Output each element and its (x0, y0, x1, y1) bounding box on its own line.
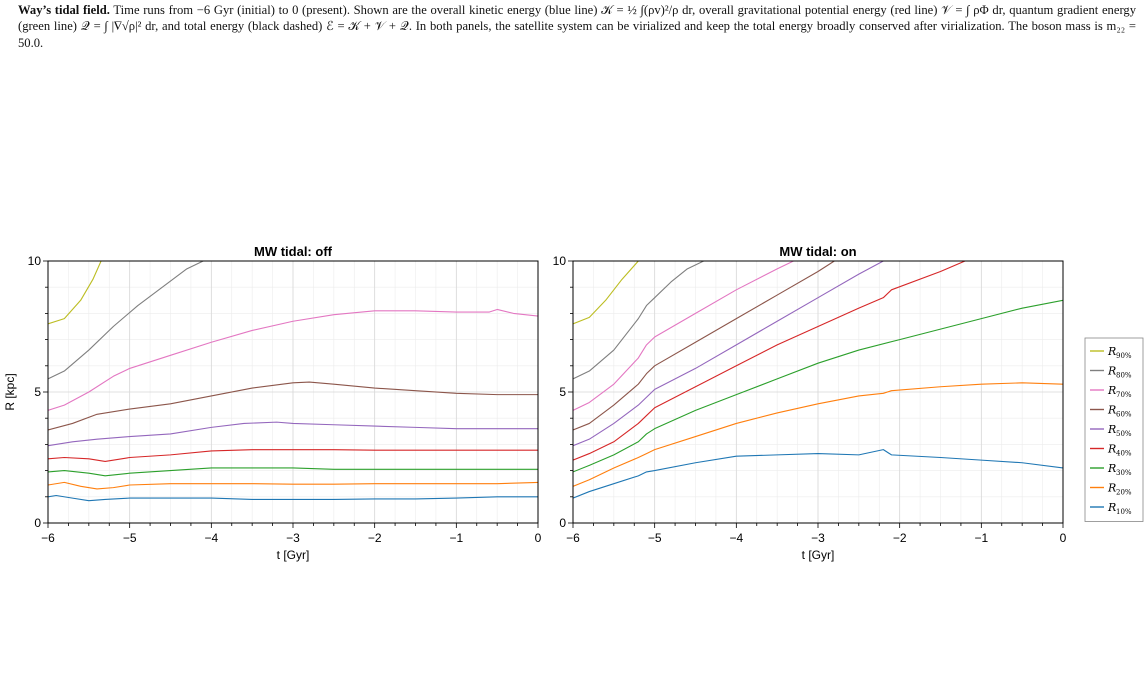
legend-label: R (1107, 482, 1116, 495)
x-tick-label: −4 (204, 531, 218, 545)
legend-label-subscript: 60% (1116, 411, 1132, 419)
figure-caption: Way’s tidal field. Time runs from −6 Gyr… (18, 2, 1136, 51)
y-tick-label: 5 (559, 385, 566, 399)
caption-lead: Way’s tidal field. (18, 3, 110, 17)
legend-label: R (1107, 365, 1116, 378)
legend-label-subscript: 30% (1116, 469, 1132, 477)
series-line-r90 (573, 261, 639, 325)
legend-label: R (1107, 501, 1116, 514)
series-group (48, 261, 538, 502)
chart-panel-2: −6 −5 −4 −3 −2 −1 0 0 5 10 MW tidal: on t [Gyr] (553, 244, 1067, 562)
caption-body: Time runs from −6 Gyr (initial) to 0 (pr… (18, 3, 1137, 50)
y-tick-label: 10 (28, 254, 42, 268)
x-tick-label: −3 (286, 531, 300, 545)
series-group (573, 261, 1063, 499)
x-tick-label: −5 (648, 531, 662, 545)
x-tick-label: −1 (449, 531, 463, 545)
y-tick-label: 0 (559, 516, 566, 530)
legend-label-subscript: 50% (1116, 430, 1132, 438)
x-tick-label: −2 (368, 531, 382, 545)
x-tick-label: −4 (729, 531, 743, 545)
x-tick-label: 0 (535, 531, 542, 545)
legend-label-subscript: 90% (1116, 352, 1132, 360)
series-line-r70 (48, 308, 538, 411)
series-line-r10 (573, 449, 1063, 499)
series-line-r60 (48, 381, 538, 431)
series-line-r60 (573, 261, 835, 431)
legend-box (1084, 337, 1144, 522)
series-line-r20 (573, 382, 1063, 487)
y-tick-label: 0 (34, 516, 41, 530)
x-tick-label: −2 (893, 531, 907, 545)
legend-entry-r70: R 70% (1090, 384, 1132, 399)
y-axis-label: R [kpc] (3, 373, 17, 410)
series-line-r80 (573, 261, 705, 380)
series-line-r10 (48, 494, 538, 502)
legend-entry-r10: R 10% (1090, 501, 1132, 516)
legend-label: R (1107, 462, 1116, 475)
legend-label: R (1107, 404, 1116, 417)
x-tick-label: −1 (974, 531, 988, 545)
legend-label-subscript: 40% (1116, 450, 1132, 458)
series-line-r40 (573, 261, 966, 461)
series-line-r40 (48, 449, 538, 462)
legend-entry-r50: R 50% (1090, 423, 1132, 438)
series-line-r30 (573, 299, 1063, 473)
legend-entry-r60: R 60% (1090, 404, 1132, 419)
x-axis-label: t [Gyr] (277, 548, 310, 562)
legend-entry-r30: R 30% (1090, 462, 1132, 477)
legend: R 90%R 80%R 70%R 60%R 50%R 40%R 30%R 20%R 10% (1084, 337, 1144, 522)
x-tick-label: −5 (123, 531, 137, 545)
series-line-r90 (48, 261, 102, 325)
series-line-r50 (48, 421, 538, 447)
x-tick-label: −6 (41, 531, 55, 545)
panel-title: MW tidal: off (254, 244, 333, 259)
x-tick-label: −3 (811, 531, 825, 545)
panel-title: MW tidal: on (779, 244, 856, 259)
x-tick-label: 0 (1060, 531, 1067, 545)
series-line-r50 (573, 261, 884, 447)
legend-label: R (1107, 345, 1116, 358)
y-tick-label: 5 (34, 385, 41, 399)
legend-label-subscript: 20% (1116, 489, 1132, 497)
legend-label: R (1107, 443, 1116, 456)
legend-label-subscript: 10% (1116, 508, 1132, 516)
y-tick-label: 10 (553, 254, 567, 268)
series-line-r80 (48, 261, 204, 380)
legend-label: R (1107, 384, 1116, 397)
series-line-r20 (48, 481, 538, 490)
legend-entry-r40: R 40% (1090, 443, 1132, 458)
legend-label: R (1107, 423, 1116, 436)
legend-label-subscript: 70% (1116, 391, 1132, 399)
series-line-r30 (48, 467, 538, 477)
x-axis-label: t [Gyr] (802, 548, 835, 562)
legend-label-subscript: 80% (1116, 372, 1132, 380)
x-tick-label: −6 (566, 531, 580, 545)
series-line-r70 (573, 261, 794, 411)
legend-entry-r20: R 20% (1090, 482, 1132, 497)
legend-entry-r80: R 80% (1090, 365, 1132, 380)
legend-entry-r90: R 90% (1090, 345, 1132, 360)
chart-panel-1: −6 −5 −4 −3 −2 −1 0 0 5 10 MW tidal: off t [Gyr] R [… (3, 244, 542, 562)
